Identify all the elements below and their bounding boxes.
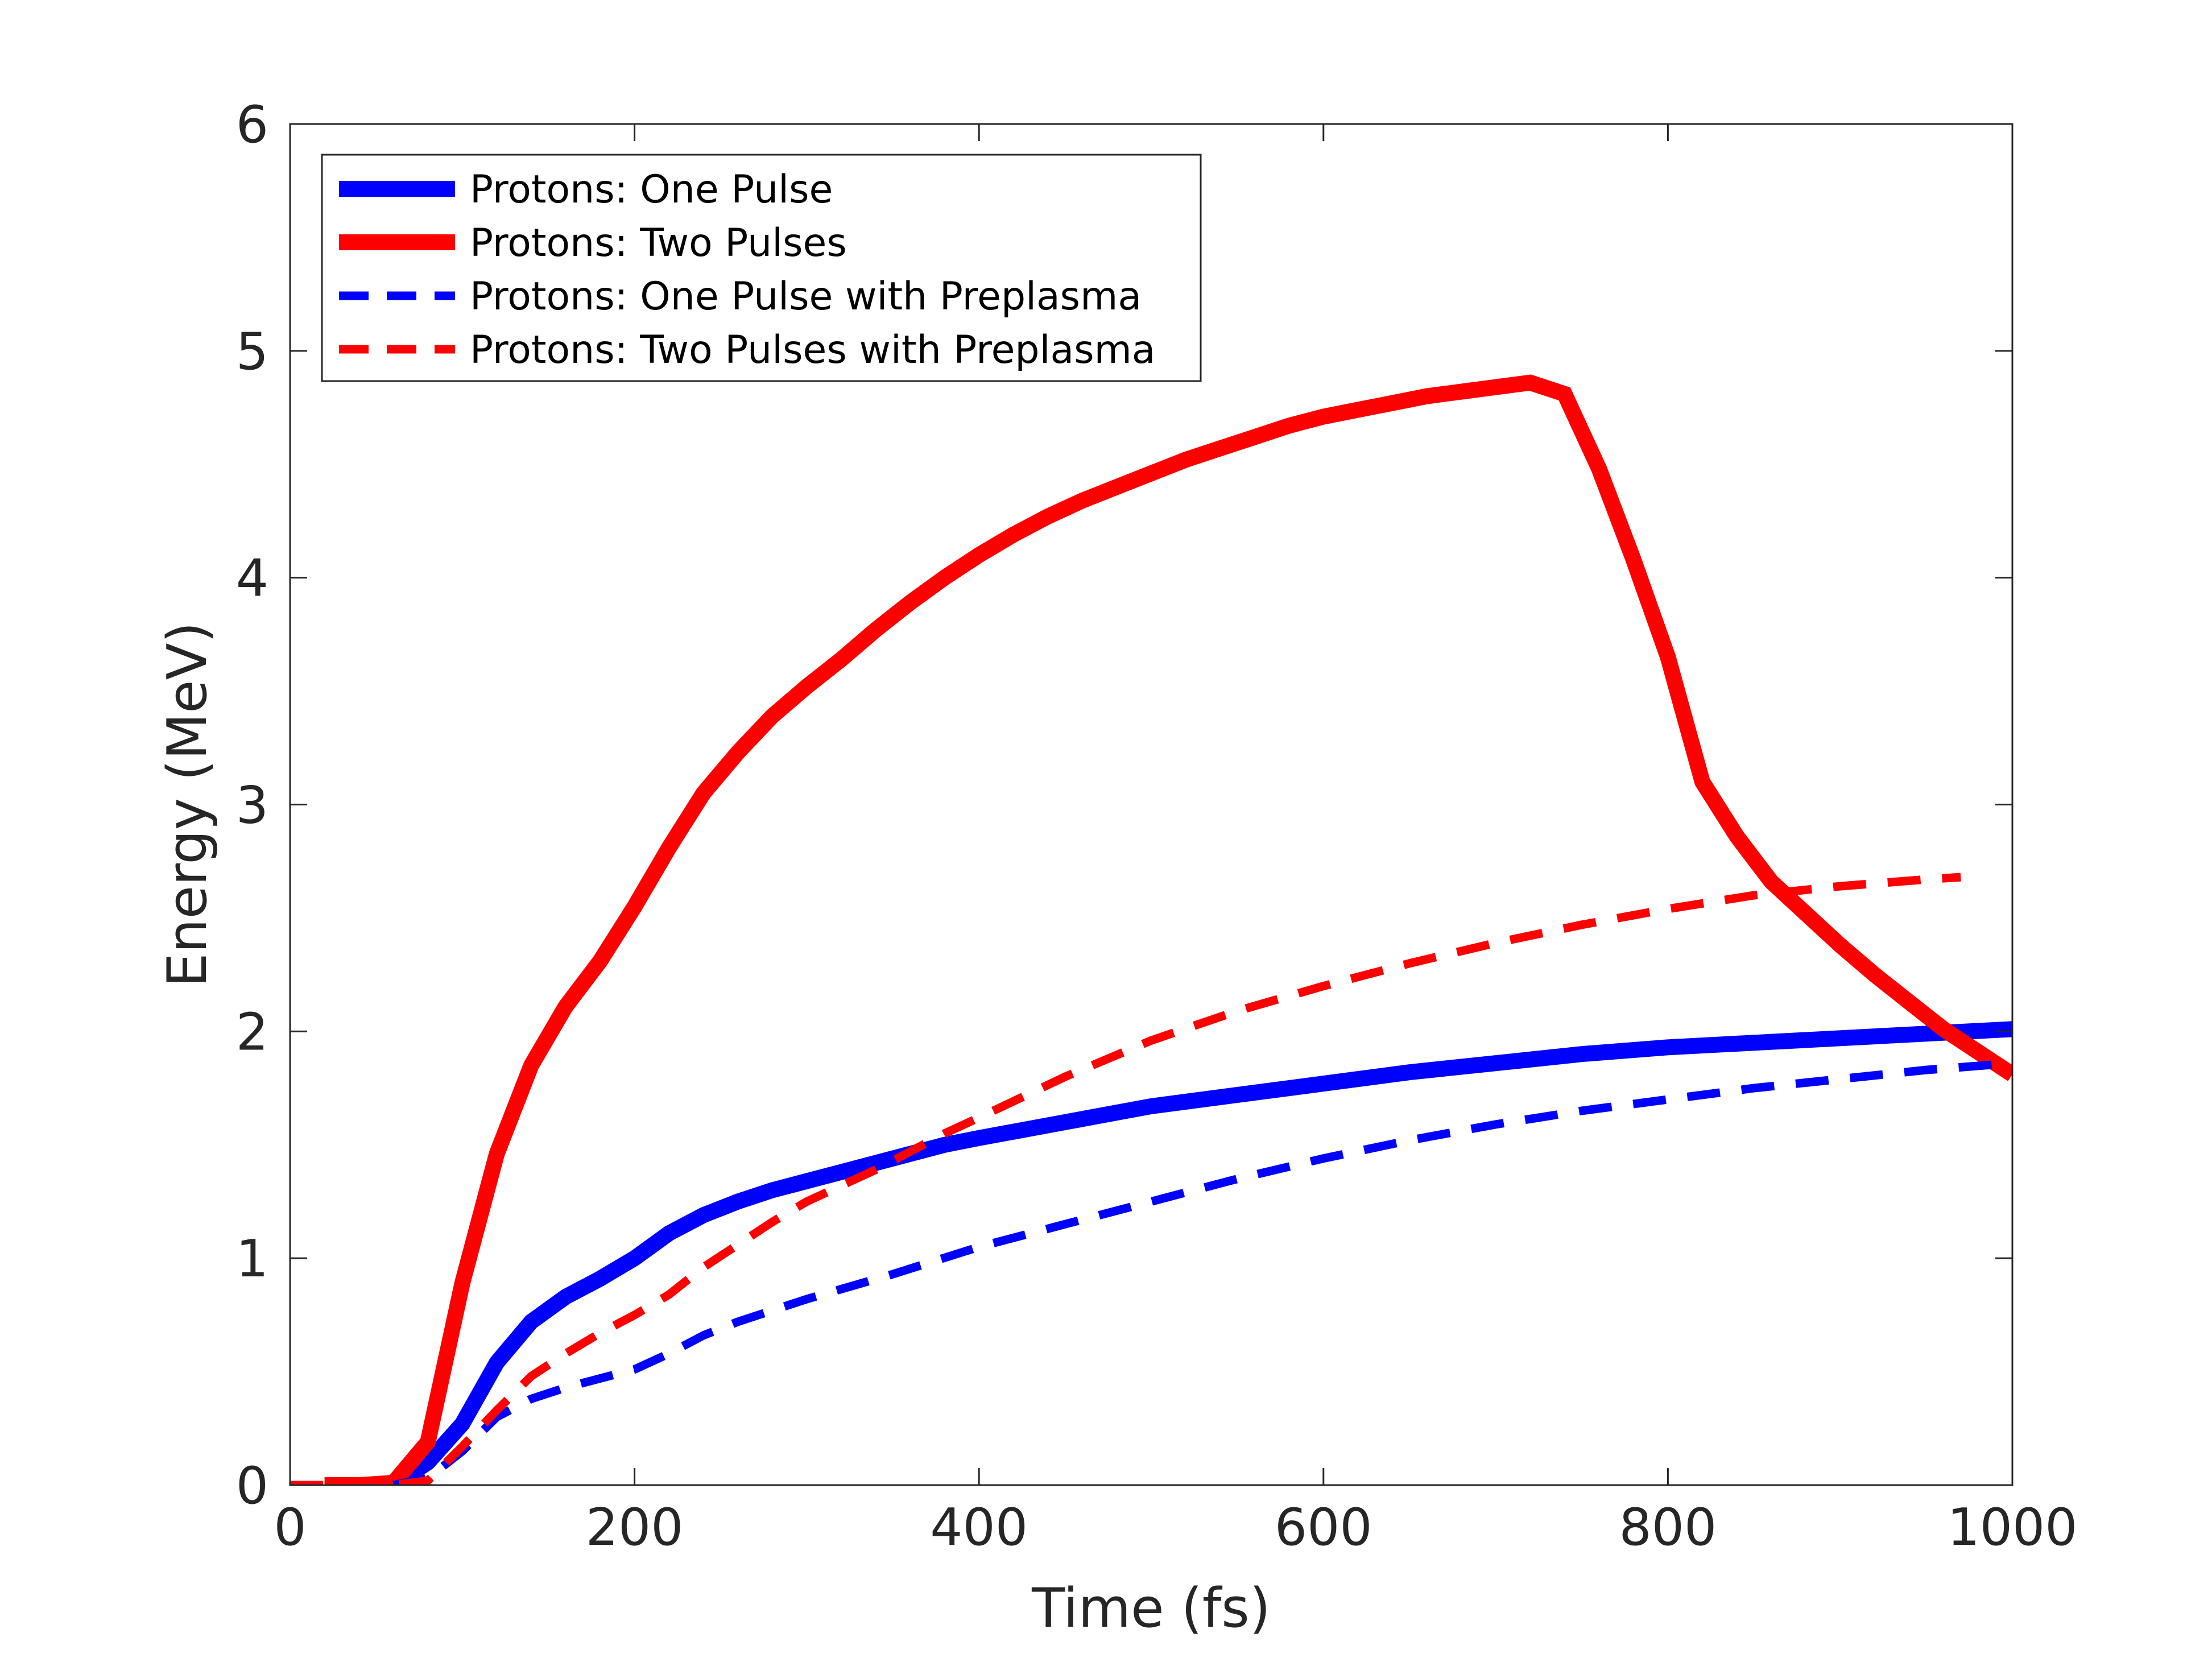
x-tick-label: 0 xyxy=(274,1498,306,1557)
legend: Protons: One Pulse Protons: Two Pulses Pro… xyxy=(321,154,1202,382)
legend-entry-label: Protons: One Pulse with Preplasma xyxy=(470,274,1142,319)
legend-entry-label: Protons: Two Pulses with Preplasma xyxy=(470,328,1155,373)
x-axis-label: Time (fs) xyxy=(1031,1577,1271,1640)
x-tick-label: 1000 xyxy=(1947,1498,2077,1557)
x-tick-label: 400 xyxy=(930,1498,1028,1557)
y-tick-label: 6 xyxy=(236,95,268,155)
y-axis-label: Energy (MeV) xyxy=(156,622,219,987)
y-tick-label: 4 xyxy=(236,549,268,609)
x-tick-label: 200 xyxy=(586,1498,684,1557)
legend-entry-label: Protons: Two Pulses xyxy=(470,221,847,266)
series-line-protons-one-pulse-with-preplasma xyxy=(392,1059,2012,1485)
y-tick-label: 2 xyxy=(236,1002,268,1062)
legend-entry-label: Protons: One Pulse xyxy=(470,167,833,212)
x-tick-label: 800 xyxy=(1619,1498,1717,1557)
x-tick-label: 600 xyxy=(1275,1498,1372,1557)
y-tick-label: 5 xyxy=(236,322,268,382)
y-tick-label: 1 xyxy=(236,1229,268,1289)
y-tick-label: 3 xyxy=(236,776,268,836)
y-tick-label: 0 xyxy=(236,1456,268,1516)
series-line-protons-two-pulses xyxy=(324,374,2012,1485)
series-line-protons-one-pulse xyxy=(388,1021,2012,1485)
legend-box xyxy=(321,154,1202,382)
